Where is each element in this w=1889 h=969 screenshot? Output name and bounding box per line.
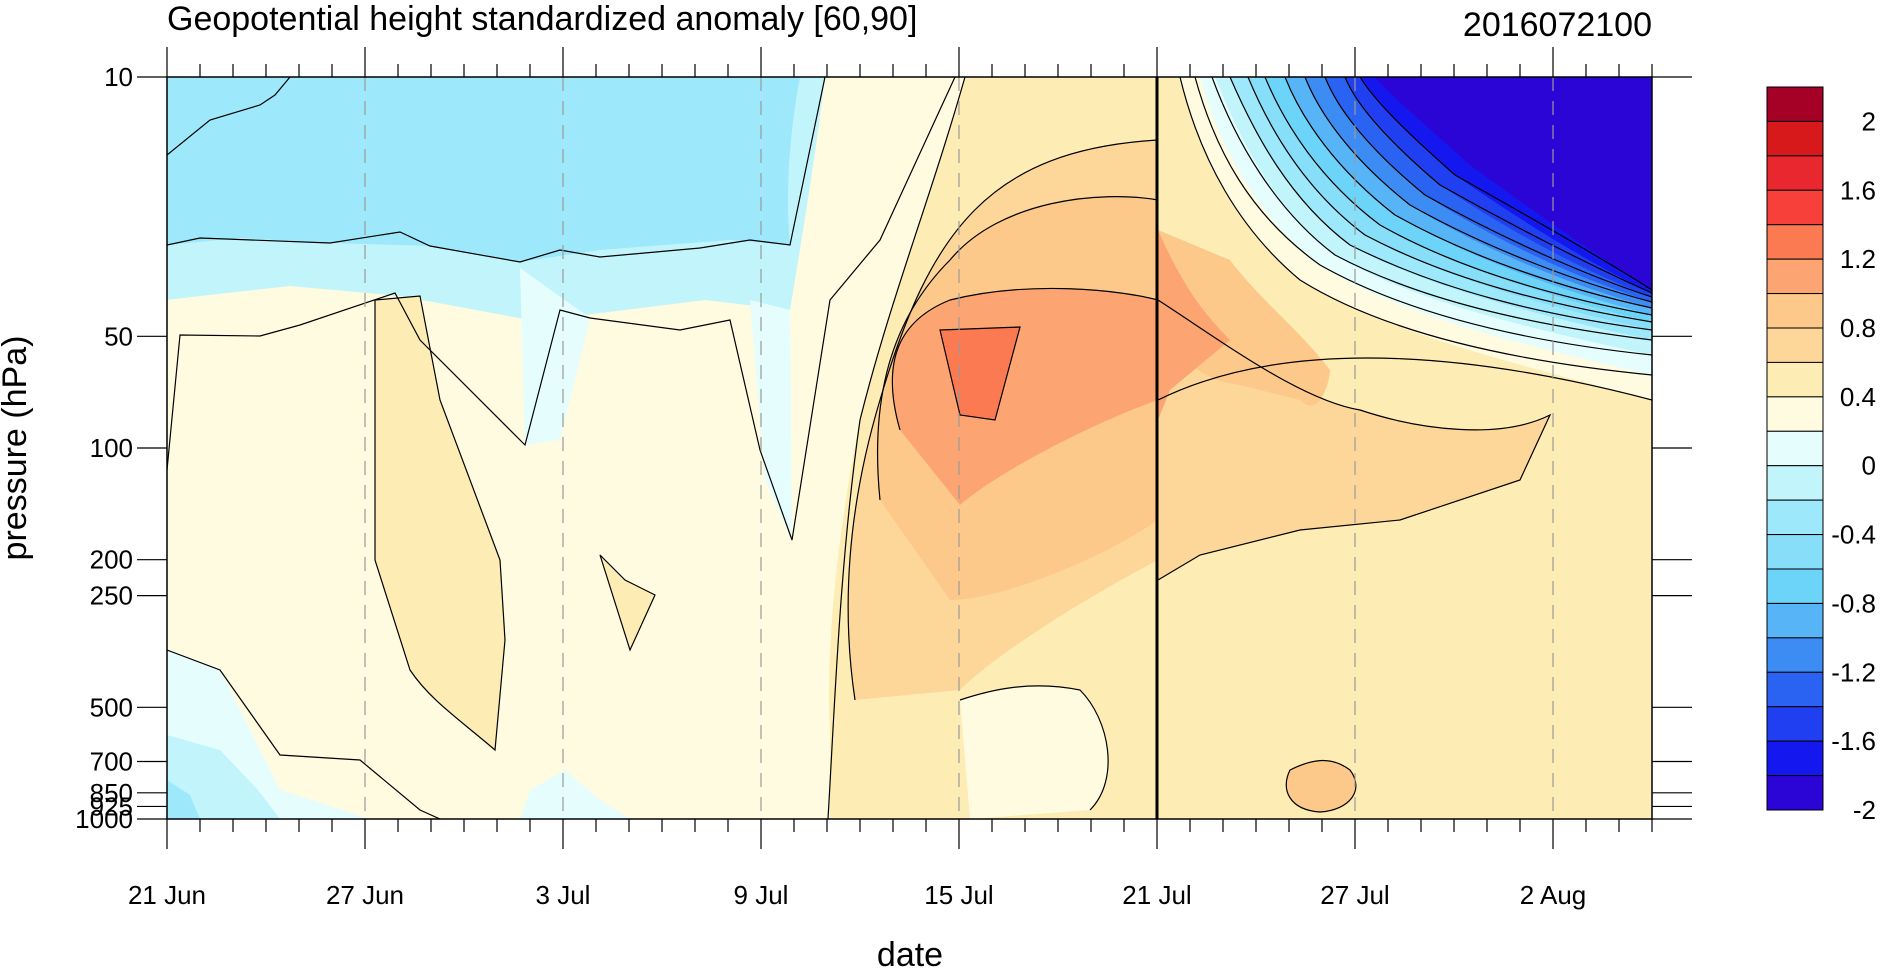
contour-lines [167,77,1652,819]
colorbar-label: 0.8 [1840,313,1876,343]
x-tick-label: 9 Jul [734,880,789,910]
colorbar-swatch [1766,327,1824,363]
colorbar-label: 1.2 [1840,244,1876,274]
colorbar-swatch [1766,189,1824,226]
colorbar-swatch [1766,86,1824,122]
colorbar-swatch [1766,534,1824,570]
colorbar-swatch [1766,671,1824,708]
x-tick-label: 15 Jul [924,880,993,910]
y-axis-title: pressure (hPa) [0,336,34,561]
y-tick-label: 500 [90,692,133,722]
x-tick-label: 2 Aug [1520,880,1587,910]
colorbar-label: -1.6 [1831,726,1876,756]
colorbar-swatch [1766,568,1824,604]
colorbar-label: -0.8 [1831,588,1876,618]
colorbar-swatch [1766,775,1824,811]
colorbar-label: 2 [1862,106,1876,136]
colorbar-label: 1.6 [1840,175,1876,205]
colorbar-swatch [1766,224,1824,260]
x-tick-label: 21 Jul [1122,880,1191,910]
y-tick-label: 200 [90,545,133,575]
colorbar-swatch [1766,258,1824,295]
colorbar-swatch [1766,361,1824,398]
y-tick-label: 850 [90,778,133,808]
colorbar-swatch [1766,706,1824,742]
y-tick-label: 10 [104,62,133,92]
chart-title: Geopotential height standardized anomaly… [167,0,917,38]
x-axis-title: date [877,936,943,969]
x-tick-label: 27 Jun [326,880,404,910]
x-axis: 21 Jun 27 Jun 3 Jul 9 Jul 15 Jul 21 Jul 27 Jul… [128,47,1653,910]
colorbar-swatch [1766,740,1824,777]
colorbar: 2 1.6 1.2 0.8 0.4 0 -0.4 -0.8 -1.2 -1.6 -2 [1766,86,1876,825]
colorbar-label: 0 [1862,451,1876,481]
y-tick-label: 1000 [75,804,133,834]
colorbar-swatch [1766,637,1824,673]
y-tick-label: 700 [90,747,133,777]
colorbar-label: -0.4 [1831,520,1876,550]
colorbar-swatch [1766,396,1824,432]
colorbar-swatch [1766,499,1824,536]
colorbar-label: 0.4 [1840,382,1876,412]
colorbar-swatch [1766,602,1824,639]
colorbar-label: -2 [1853,795,1876,825]
colorbar-swatch [1766,293,1824,329]
y-tick-label: 250 [90,581,133,611]
x-tick-label: 3 Jul [536,880,591,910]
chart-subtitle: 2016072100 [1463,6,1652,44]
colorbar-swatch [1766,430,1824,467]
colorbar-label: -1.2 [1831,657,1876,687]
colorbar-swatch [1766,155,1824,191]
y-tick-label: 50 [104,321,133,351]
contour-fill [167,77,1652,819]
x-tick-label: 21 Jun [128,880,206,910]
colorbar-swatch [1766,120,1824,157]
y-tick-label: 925 [90,791,133,821]
x-tick-label: 27 Jul [1320,880,1389,910]
colorbar-swatch [1766,465,1824,501]
y-tick-label: 100 [90,433,133,463]
